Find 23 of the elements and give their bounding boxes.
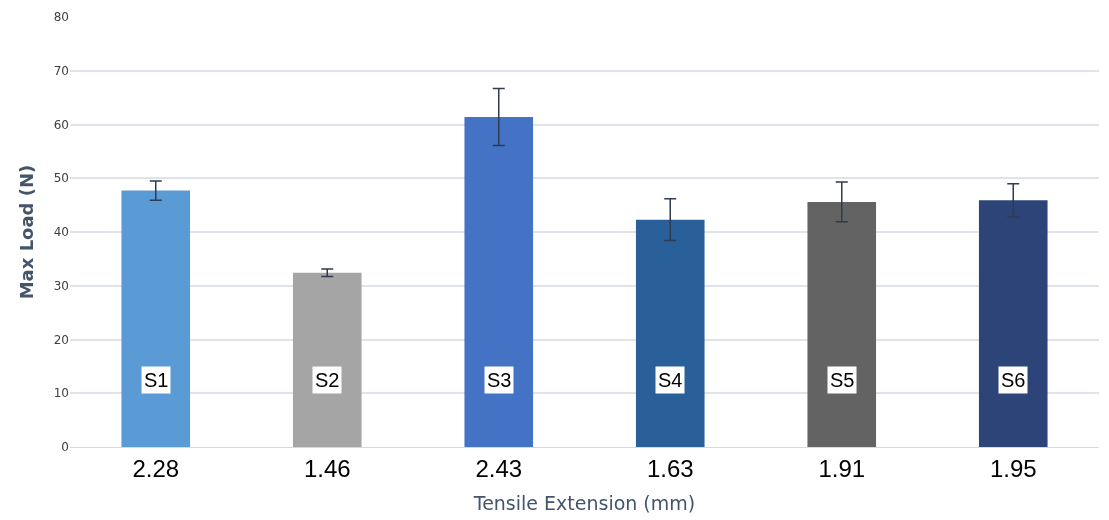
y-tick-label: 60 bbox=[53, 117, 69, 132]
annotation: S1 bbox=[144, 369, 169, 391]
y-tick-label: 70 bbox=[53, 63, 69, 78]
annotation: S4 bbox=[658, 369, 683, 391]
y-tick-label: 50 bbox=[53, 171, 69, 186]
x-axis-title: Tensile Extension (mm) bbox=[472, 491, 696, 514]
x-tick-label: 1.91 bbox=[818, 454, 866, 482]
x-tick-label: 2.43 bbox=[475, 454, 523, 482]
y-tick-label: 80 bbox=[53, 10, 69, 25]
x-tick-label: 1.46 bbox=[303, 454, 351, 482]
x-tick-label: 1.95 bbox=[989, 454, 1037, 482]
annotation: S2 bbox=[315, 369, 340, 391]
annotation: S6 bbox=[1001, 369, 1026, 391]
y-tick-label: 30 bbox=[53, 278, 69, 293]
y-tick-label: 0 bbox=[61, 440, 69, 455]
annotation: S5 bbox=[830, 369, 855, 391]
y-axis-title: Max Load (N) bbox=[15, 164, 37, 300]
annotation: S3 bbox=[487, 369, 512, 391]
y-tick-label: 20 bbox=[53, 332, 69, 347]
x-tick-label: 2.28 bbox=[132, 454, 180, 482]
x-tick-label: 1.63 bbox=[646, 454, 694, 482]
y-tick-label: 10 bbox=[53, 386, 69, 401]
y-tick-label: 40 bbox=[53, 225, 69, 240]
